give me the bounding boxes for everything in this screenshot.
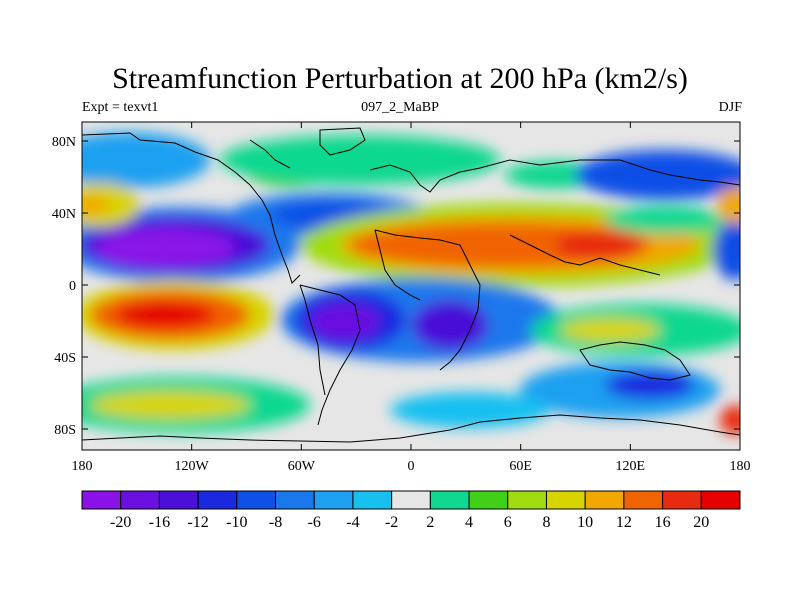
experiment-label: Expt = texvt1	[82, 100, 159, 115]
colorbar-label: 4	[465, 514, 473, 531]
colorbar-label: -10	[226, 514, 247, 531]
y-tick-label: 40S	[54, 351, 76, 366]
colorbar-label: -8	[269, 514, 282, 531]
colorbar-label: 8	[542, 514, 550, 531]
colorbar-swatch	[584, 490, 625, 510]
x-tick-label: 0	[408, 459, 415, 474]
y-tick-label: 0	[69, 279, 76, 294]
colorbar-swatch	[120, 490, 160, 510]
colorbar-swatch	[429, 490, 470, 510]
y-tick-label: 40N	[52, 207, 76, 222]
colorbar-swatch	[197, 490, 238, 510]
season-label: DJF	[718, 100, 742, 115]
colorbar-swatch	[468, 490, 509, 510]
colorbar-swatch	[275, 490, 315, 510]
colorbar-label: -12	[187, 514, 208, 531]
map-title: Streamfunction Perturbation at 200 hPa (…	[112, 62, 688, 95]
colorbar-label: 6	[504, 514, 512, 531]
colorbar-swatch	[236, 490, 277, 510]
colorbar-label: 20	[693, 514, 709, 531]
x-tick-label: 120E	[616, 459, 646, 474]
y-tick-label: 80N	[52, 135, 76, 150]
x-tick-label: 180	[72, 459, 93, 474]
colorbar-label: 16	[655, 514, 671, 531]
x-tick-label: 60E	[509, 459, 532, 474]
colorbar-swatch	[352, 490, 393, 510]
colorbar: -20 -16 -12 -10 -8 -6 -4 -2 2 4 6 8 10 12 16 20	[81, 490, 741, 531]
field-contours	[82, 122, 740, 450]
colorbar-swatch	[81, 490, 122, 510]
colorbar-label: -16	[149, 514, 170, 531]
y-tick-label: 80S	[54, 423, 76, 438]
colorbar-label: 2	[426, 514, 434, 531]
colorbar-label: -6	[308, 514, 321, 531]
x-tick-label: 180	[730, 459, 751, 474]
colorbar-label: 10	[577, 514, 593, 531]
colorbar-swatch	[158, 490, 199, 510]
run-label: 097_2_MaBP	[361, 100, 439, 115]
colorbar-label: 12	[616, 514, 632, 531]
x-tick-label: 120W	[175, 459, 210, 474]
axis-ticks: 180 120W 60W 0 60E 120E 180 80N 40N 0 40S 80S	[52, 122, 751, 474]
colorbar-swatch	[545, 490, 586, 510]
colorbar-swatch	[623, 490, 664, 510]
colorbar-swatch	[507, 490, 547, 510]
x-tick-label: 60W	[288, 459, 316, 474]
colorbar-label: -2	[385, 514, 398, 531]
colorbar-swatch	[391, 490, 431, 510]
colorbar-label: -4	[346, 514, 359, 531]
colorbar-swatch	[700, 490, 741, 510]
colorbar-label: -20	[110, 514, 131, 531]
colorbar-swatch	[662, 490, 702, 510]
colorbar-swatch	[313, 490, 354, 510]
coastlines	[82, 127, 740, 443]
